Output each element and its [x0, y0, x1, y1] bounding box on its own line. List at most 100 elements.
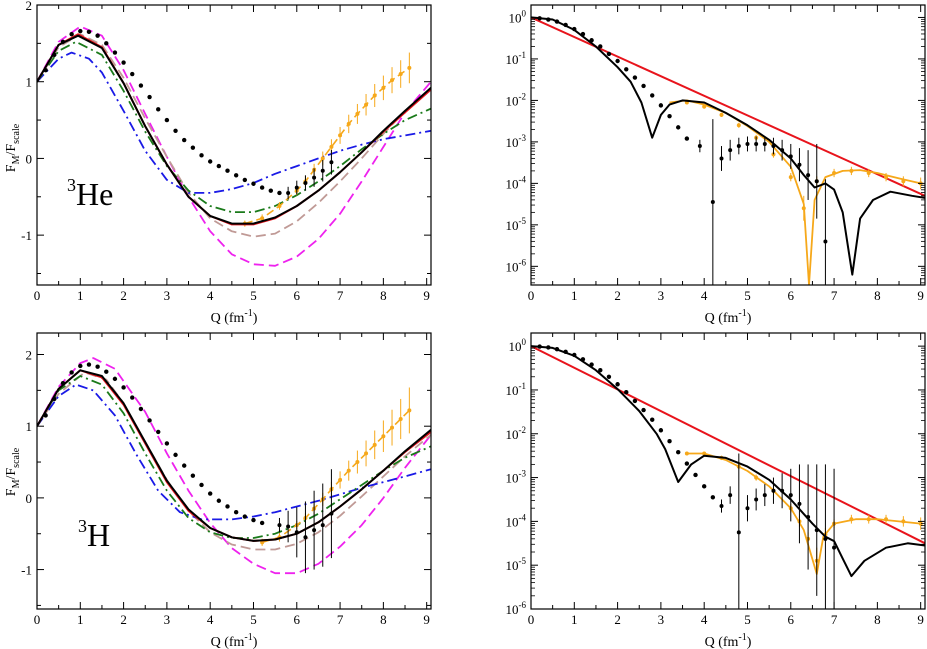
series-line — [669, 99, 921, 285]
panel-he3-linear: 0 1 2 3 4 5 6 7 8 9 -1 0 1 2 Q (fm-1) FM/Fscale 3He — [4, 0, 432, 326]
data-point — [242, 514, 248, 519]
data-point — [762, 493, 767, 498]
data-point — [736, 530, 741, 535]
data-point — [667, 439, 672, 444]
axes-frame — [530, 4, 926, 286]
data-point — [641, 83, 646, 89]
x-tick-label: 2 — [120, 612, 127, 627]
ticks: 0 1 2 3 4 5 6 7 8 9 -1 0 1 2 — [21, 0, 431, 303]
data-point — [832, 545, 837, 550]
x-tick-label: 8 — [380, 612, 387, 627]
y-tick-label: 2 — [26, 348, 33, 363]
x-tick-label: 3 — [164, 288, 171, 303]
data-point — [138, 406, 144, 412]
data-point — [719, 504, 724, 509]
data-point — [147, 94, 152, 100]
x-tick-label: 8 — [874, 288, 881, 303]
x-tick-label: 4 — [701, 288, 708, 303]
data-point — [589, 362, 594, 367]
data-point — [823, 536, 828, 541]
data-point — [312, 175, 317, 180]
data-point — [684, 136, 690, 141]
x-tick-label: 5 — [250, 612, 257, 627]
data-point — [268, 188, 274, 193]
y-tick-label: 10-4 — [506, 512, 527, 529]
nucleus-label: 3H — [78, 516, 110, 553]
data-point — [823, 239, 828, 244]
data-point — [624, 389, 629, 395]
data-point — [190, 473, 196, 478]
data-point — [104, 41, 109, 46]
data-point — [788, 154, 793, 159]
data-point — [121, 60, 126, 65]
data-point — [658, 428, 664, 433]
nucleus-label: 3He — [67, 175, 113, 212]
y-tick-label: -1 — [21, 228, 32, 243]
y-axis-label: FM/Fscale — [4, 447, 22, 496]
x-tick-label: 9 — [917, 612, 924, 627]
y-tick-label: 10-3 — [506, 133, 527, 150]
x-tick-label: 7 — [337, 612, 344, 627]
data-point — [780, 148, 785, 153]
data-point — [251, 517, 256, 523]
axes-frame — [36, 4, 432, 286]
x-tick-label: 5 — [744, 288, 751, 303]
data-point — [86, 362, 92, 367]
data-point — [286, 524, 291, 529]
data-point — [225, 168, 230, 173]
data-point — [598, 368, 603, 373]
series-line — [531, 345, 925, 545]
data-point — [78, 28, 83, 34]
data-point — [251, 181, 256, 186]
data-point — [572, 352, 577, 358]
axes-frame — [530, 332, 926, 610]
x-tick-label: 3 — [658, 288, 665, 303]
data-point — [745, 141, 750, 146]
data-point — [199, 153, 204, 158]
data-point — [788, 175, 793, 180]
data-point — [277, 190, 282, 196]
data-point — [754, 141, 759, 146]
x-tick-label: 2 — [120, 288, 127, 303]
x-tick-label: 1 — [571, 612, 578, 627]
data-point — [814, 179, 819, 184]
series-line — [37, 357, 431, 575]
y-tick-label: 10-3 — [506, 469, 527, 486]
data-point — [199, 482, 204, 488]
plot-area — [37, 25, 431, 267]
data-point — [69, 370, 74, 375]
data-point — [667, 113, 672, 119]
x-tick-label: 0 — [34, 612, 41, 627]
x-tick-label: 0 — [34, 288, 41, 303]
data-point — [233, 173, 239, 178]
y-tick-label: 10-5 — [506, 556, 527, 573]
panel-he3-log: 0 1 2 3 4 5 6 7 8 9 10-6 10-5 10-4 10-3 10-2 10-1 100 Q … — [506, 4, 926, 326]
x-tick-label: 6 — [788, 612, 795, 627]
y-tick-label: 2 — [26, 0, 33, 13]
x-tick-label: 9 — [423, 612, 430, 627]
data-point — [546, 345, 551, 350]
y-tick-label: 10-2 — [506, 91, 527, 108]
data-point — [693, 472, 698, 478]
x-tick-label: 1 — [77, 612, 84, 627]
data-point — [697, 144, 702, 149]
ticks: 0 1 2 3 4 5 6 7 8 9 10-6 10-5 10-4 10-3 10-2 10-1 100 — [506, 333, 925, 627]
data-point — [580, 31, 586, 37]
data-point — [294, 185, 299, 190]
data-point — [814, 528, 819, 533]
data-point — [615, 58, 620, 64]
data-point — [797, 501, 802, 506]
series-line — [37, 25, 431, 267]
data-point — [43, 68, 48, 73]
data-point — [606, 374, 612, 380]
panel-h3-linear: 0 1 2 3 4 5 6 7 8 9 -1 0 1 2 Q (fm-1) FM/Fscale 3H — [4, 332, 432, 649]
x-tick-label: 7 — [831, 288, 838, 303]
x-tick-label: 2 — [614, 288, 621, 303]
data-point — [78, 363, 83, 369]
data-point — [43, 413, 48, 418]
data-point — [676, 125, 681, 130]
x-axis-label: Q (fm-1) — [705, 632, 752, 649]
data-point — [147, 418, 152, 423]
series-line — [37, 371, 431, 551]
series-line — [261, 409, 410, 544]
